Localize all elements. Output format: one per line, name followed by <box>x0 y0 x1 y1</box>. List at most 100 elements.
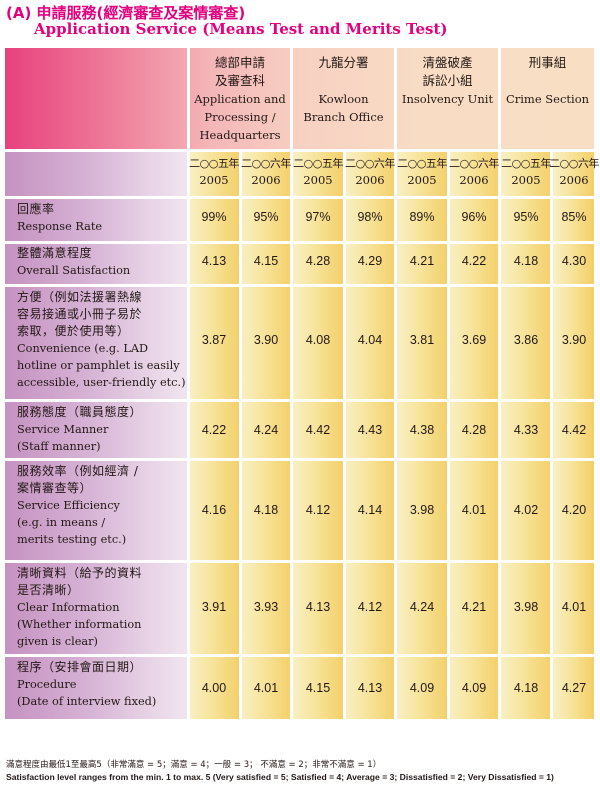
row-divider <box>5 399 594 402</box>
row-label-en: Convenience (e.g. LAD hotline or pamphle… <box>17 342 186 389</box>
table-cell: 98% <box>357 210 383 224</box>
region-name-en: Application and Processing / Headquarter… <box>194 92 286 142</box>
column-divider <box>187 48 190 719</box>
table-cell: 4.13 <box>201 254 227 268</box>
region-name-en: Insolvency Unit <box>401 92 494 106</box>
year-header-2005: 二○○五年 2005 <box>500 155 552 189</box>
footnote-chinese: 滿意程度由最低1至最高5（非常滿意 = 5；滿意 = 4；一般 = 3； 不滿意… <box>6 760 382 770</box>
table-cell: 4.02 <box>513 503 539 517</box>
row-label-response-rate: 回應率 Response Rate <box>17 201 189 235</box>
table-cell: 4.15 <box>305 681 331 695</box>
footnote-english: Satisfaction level ranges from the min. … <box>6 772 554 782</box>
row-divider <box>5 654 594 657</box>
row-label-en: Service Manner (Staff manner) <box>17 423 109 453</box>
table-cell: 4.28 <box>305 254 331 268</box>
year-cn: 二○○五年 <box>189 157 239 170</box>
table-cell: 95% <box>513 210 539 224</box>
region-header-kowloon: 九龍分署 Kowloon Branch Office <box>293 54 394 126</box>
row-label-convenience: 方便（例如法援署熱線 容易接通或小冊子易於 索取，便於使用等） Convenie… <box>17 289 189 391</box>
value-column-strip <box>500 151 552 719</box>
page-title-english: Application Service (Means Test and Meri… <box>34 20 448 38</box>
year-header-2006: 二○○六年 2006 <box>548 155 600 189</box>
value-column-strip <box>292 151 344 719</box>
table-cell: 3.86 <box>513 333 539 347</box>
table-cell: 4.01 <box>461 503 487 517</box>
table-cell: 3.69 <box>461 333 487 347</box>
year-cn: 二○○五年 <box>397 157 447 170</box>
table-cell: 4.27 <box>561 681 587 695</box>
value-column-strip <box>552 151 594 719</box>
year-divider <box>343 151 346 719</box>
year-en: 2005 <box>511 173 541 187</box>
page-title-chinese: (A) 申請服務(經濟審查及案情審查) <box>6 4 246 22</box>
table-cell: 4.22 <box>461 254 487 268</box>
table-cell: 3.90 <box>253 333 279 347</box>
table-cell: 3.90 <box>561 333 587 347</box>
row-label-service-manner: 服務態度（職員態度） Service Manner (Staff manner) <box>17 404 189 455</box>
region-header-crime: 刑事組 Crime Section <box>501 54 594 108</box>
year-divider <box>447 151 450 719</box>
year-divider <box>239 151 242 719</box>
table-cell: 4.04 <box>357 333 383 347</box>
table-cell: 4.08 <box>305 333 331 347</box>
row-label-cn: 程序（安排會面日期） <box>17 660 143 674</box>
table-cell: 4.18 <box>253 503 279 517</box>
table-cell: 4.12 <box>357 600 383 614</box>
region-name-cn: 刑事組 <box>528 55 567 70</box>
table-cell: 4.43 <box>357 423 383 437</box>
year-en: 2006 <box>251 173 281 187</box>
table-cell: 3.81 <box>409 333 435 347</box>
row-divider <box>5 284 594 287</box>
row-divider <box>5 149 594 152</box>
table-cell: 3.98 <box>409 503 435 517</box>
row-label-en: Service Efficiency (e.g. in means / meri… <box>17 499 127 546</box>
row-label-en: Overall Satisfaction <box>17 264 131 277</box>
row-label-cn: 服務態度（職員態度） <box>17 405 143 419</box>
table-cell: 4.09 <box>461 681 487 695</box>
table-cell: 4.33 <box>513 423 539 437</box>
table-cell: 4.42 <box>305 423 331 437</box>
table-cell: 4.24 <box>253 423 279 437</box>
value-column-strip <box>188 151 240 719</box>
value-column-strip <box>344 151 396 719</box>
year-header-2005: 二○○五年 2005 <box>292 155 344 189</box>
table-cell: 3.98 <box>513 600 539 614</box>
table-cell: 4.14 <box>357 503 383 517</box>
region-name-en: Kowloon Branch Office <box>303 92 384 124</box>
table-cell: 85% <box>561 210 587 224</box>
table-cell: 4.18 <box>513 254 539 268</box>
table-cell: 3.91 <box>201 600 227 614</box>
table-cell: 4.24 <box>409 600 435 614</box>
table-cell: 97% <box>305 210 331 224</box>
row-label-service-efficiency: 服務效率（例如經濟 / 案情審查等） Service Efficiency (e… <box>17 463 189 548</box>
year-cn: 二○○六年 <box>549 157 599 170</box>
region-name-cn: 九龍分署 <box>318 55 369 70</box>
year-header-2006: 二○○六年 2006 <box>240 155 292 189</box>
row-label-clear-information: 清晰資料（給予的資料 是否清晰） Clear Information (Whet… <box>17 565 189 650</box>
year-en: 2005 <box>199 173 229 187</box>
year-en: 2006 <box>559 173 589 187</box>
year-header-2005: 二○○五年 2005 <box>188 155 240 189</box>
table-cell: 4.38 <box>409 423 435 437</box>
row-divider <box>5 458 594 461</box>
table-cell: 4.00 <box>201 681 227 695</box>
row-label-en: Response Rate <box>17 220 103 233</box>
table-cell: 4.30 <box>561 254 587 268</box>
row-label-en: Clear Information (Whether information g… <box>17 601 142 648</box>
row-label-en: Procedure (Date of interview fixed) <box>17 678 157 708</box>
row-divider <box>5 196 594 199</box>
region-header-headquarters: 總部申請 及審查科 Application and Processing / H… <box>190 54 290 144</box>
satisfaction-table: 總部申請 及審查科 Application and Processing / H… <box>5 48 599 719</box>
table-cell: 95% <box>253 210 279 224</box>
row-label-cn: 回應率 <box>17 202 55 216</box>
year-divider <box>550 151 553 719</box>
row-label-procedure: 程序（安排會面日期） Procedure (Date of interview … <box>17 659 189 710</box>
year-cn: 二○○六年 <box>449 157 499 170</box>
year-en: 2006 <box>459 173 489 187</box>
table-cell: 99% <box>201 210 227 224</box>
row-label-cn: 整體滿意程度 <box>17 246 93 260</box>
table-cell: 4.13 <box>357 681 383 695</box>
table-cell: 4.21 <box>461 600 487 614</box>
row-label-column <box>5 151 188 719</box>
region-name-cn: 總部申請 及審查科 <box>214 55 265 88</box>
